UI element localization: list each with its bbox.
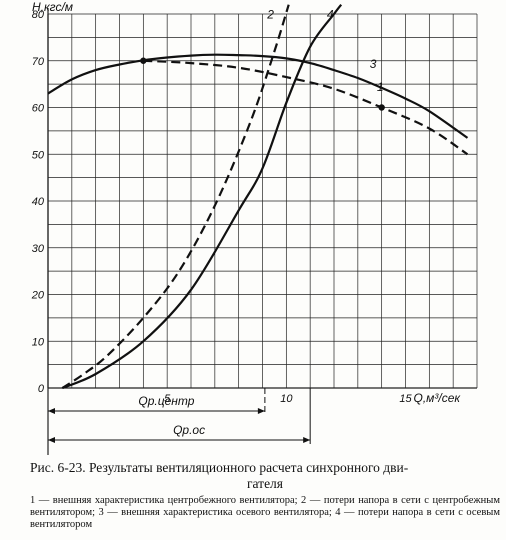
caption-title-line-2: гателя — [246, 476, 284, 491]
y-tick-label: 60 — [32, 103, 45, 115]
y-tick-label: 40 — [32, 196, 45, 208]
q-arrow-right — [303, 437, 311, 443]
y-tick-label: 50 — [32, 149, 45, 161]
caption-title-line-1: Рис. 6-23. Результаты вентиляционного ра… — [30, 460, 409, 475]
series-2-line — [61, 4, 290, 389]
q-arrow-left — [48, 408, 55, 414]
y-axis-label: H,кгс/м — [32, 0, 73, 14]
y-tick-label: 0 — [38, 383, 45, 395]
q-arrow-right — [257, 408, 265, 414]
figure-caption: Рис. 6-23. Результаты вентиляционного ра… — [30, 460, 500, 531]
series-3-line — [48, 53, 469, 139]
series-4-line — [61, 4, 343, 390]
x-tick-label: 15 — [399, 393, 412, 405]
y-tick-label: 30 — [32, 243, 45, 255]
caption-legend: 1 — внешняя характеристика центробежного… — [30, 495, 500, 530]
x-tick-label: 5 — [164, 393, 171, 405]
q-arrow-left — [48, 437, 55, 443]
tick-labels: 0 10 20 30 40 50 60 70 80 5 10 15 — [31, 9, 413, 405]
q-annotation-label: Qр.ос — [173, 423, 205, 437]
y-tick-label: 70 — [32, 56, 45, 68]
series-1-marker — [378, 104, 385, 111]
q-annotations: Qр.центр Qр.ос — [48, 388, 311, 444]
grid — [47, 8, 478, 455]
y-tick-label: 10 — [32, 336, 45, 348]
curves — [48, 4, 469, 390]
q-annotation-label: Qр.центр — [138, 394, 194, 408]
x-tick-label: 10 — [280, 393, 293, 405]
y-tick-label: 80 — [32, 9, 45, 21]
chart: 0 10 20 30 40 50 60 70 80 5 10 15 Qр.центр Qр.ос H,к… — [31, 0, 478, 455]
x-axis-label: Q,м³/сек — [414, 391, 462, 405]
y-tick-label: 20 — [31, 290, 45, 302]
series-1-line — [143, 59, 469, 156]
series-4-label: 4 — [327, 8, 334, 22]
series-2-label: 2 — [266, 8, 274, 22]
caption-title: Рис. 6-23. Результаты вентиляционного ра… — [30, 460, 500, 492]
series-1-label: 1 — [377, 80, 384, 94]
series-3-label: 3 — [370, 57, 377, 71]
